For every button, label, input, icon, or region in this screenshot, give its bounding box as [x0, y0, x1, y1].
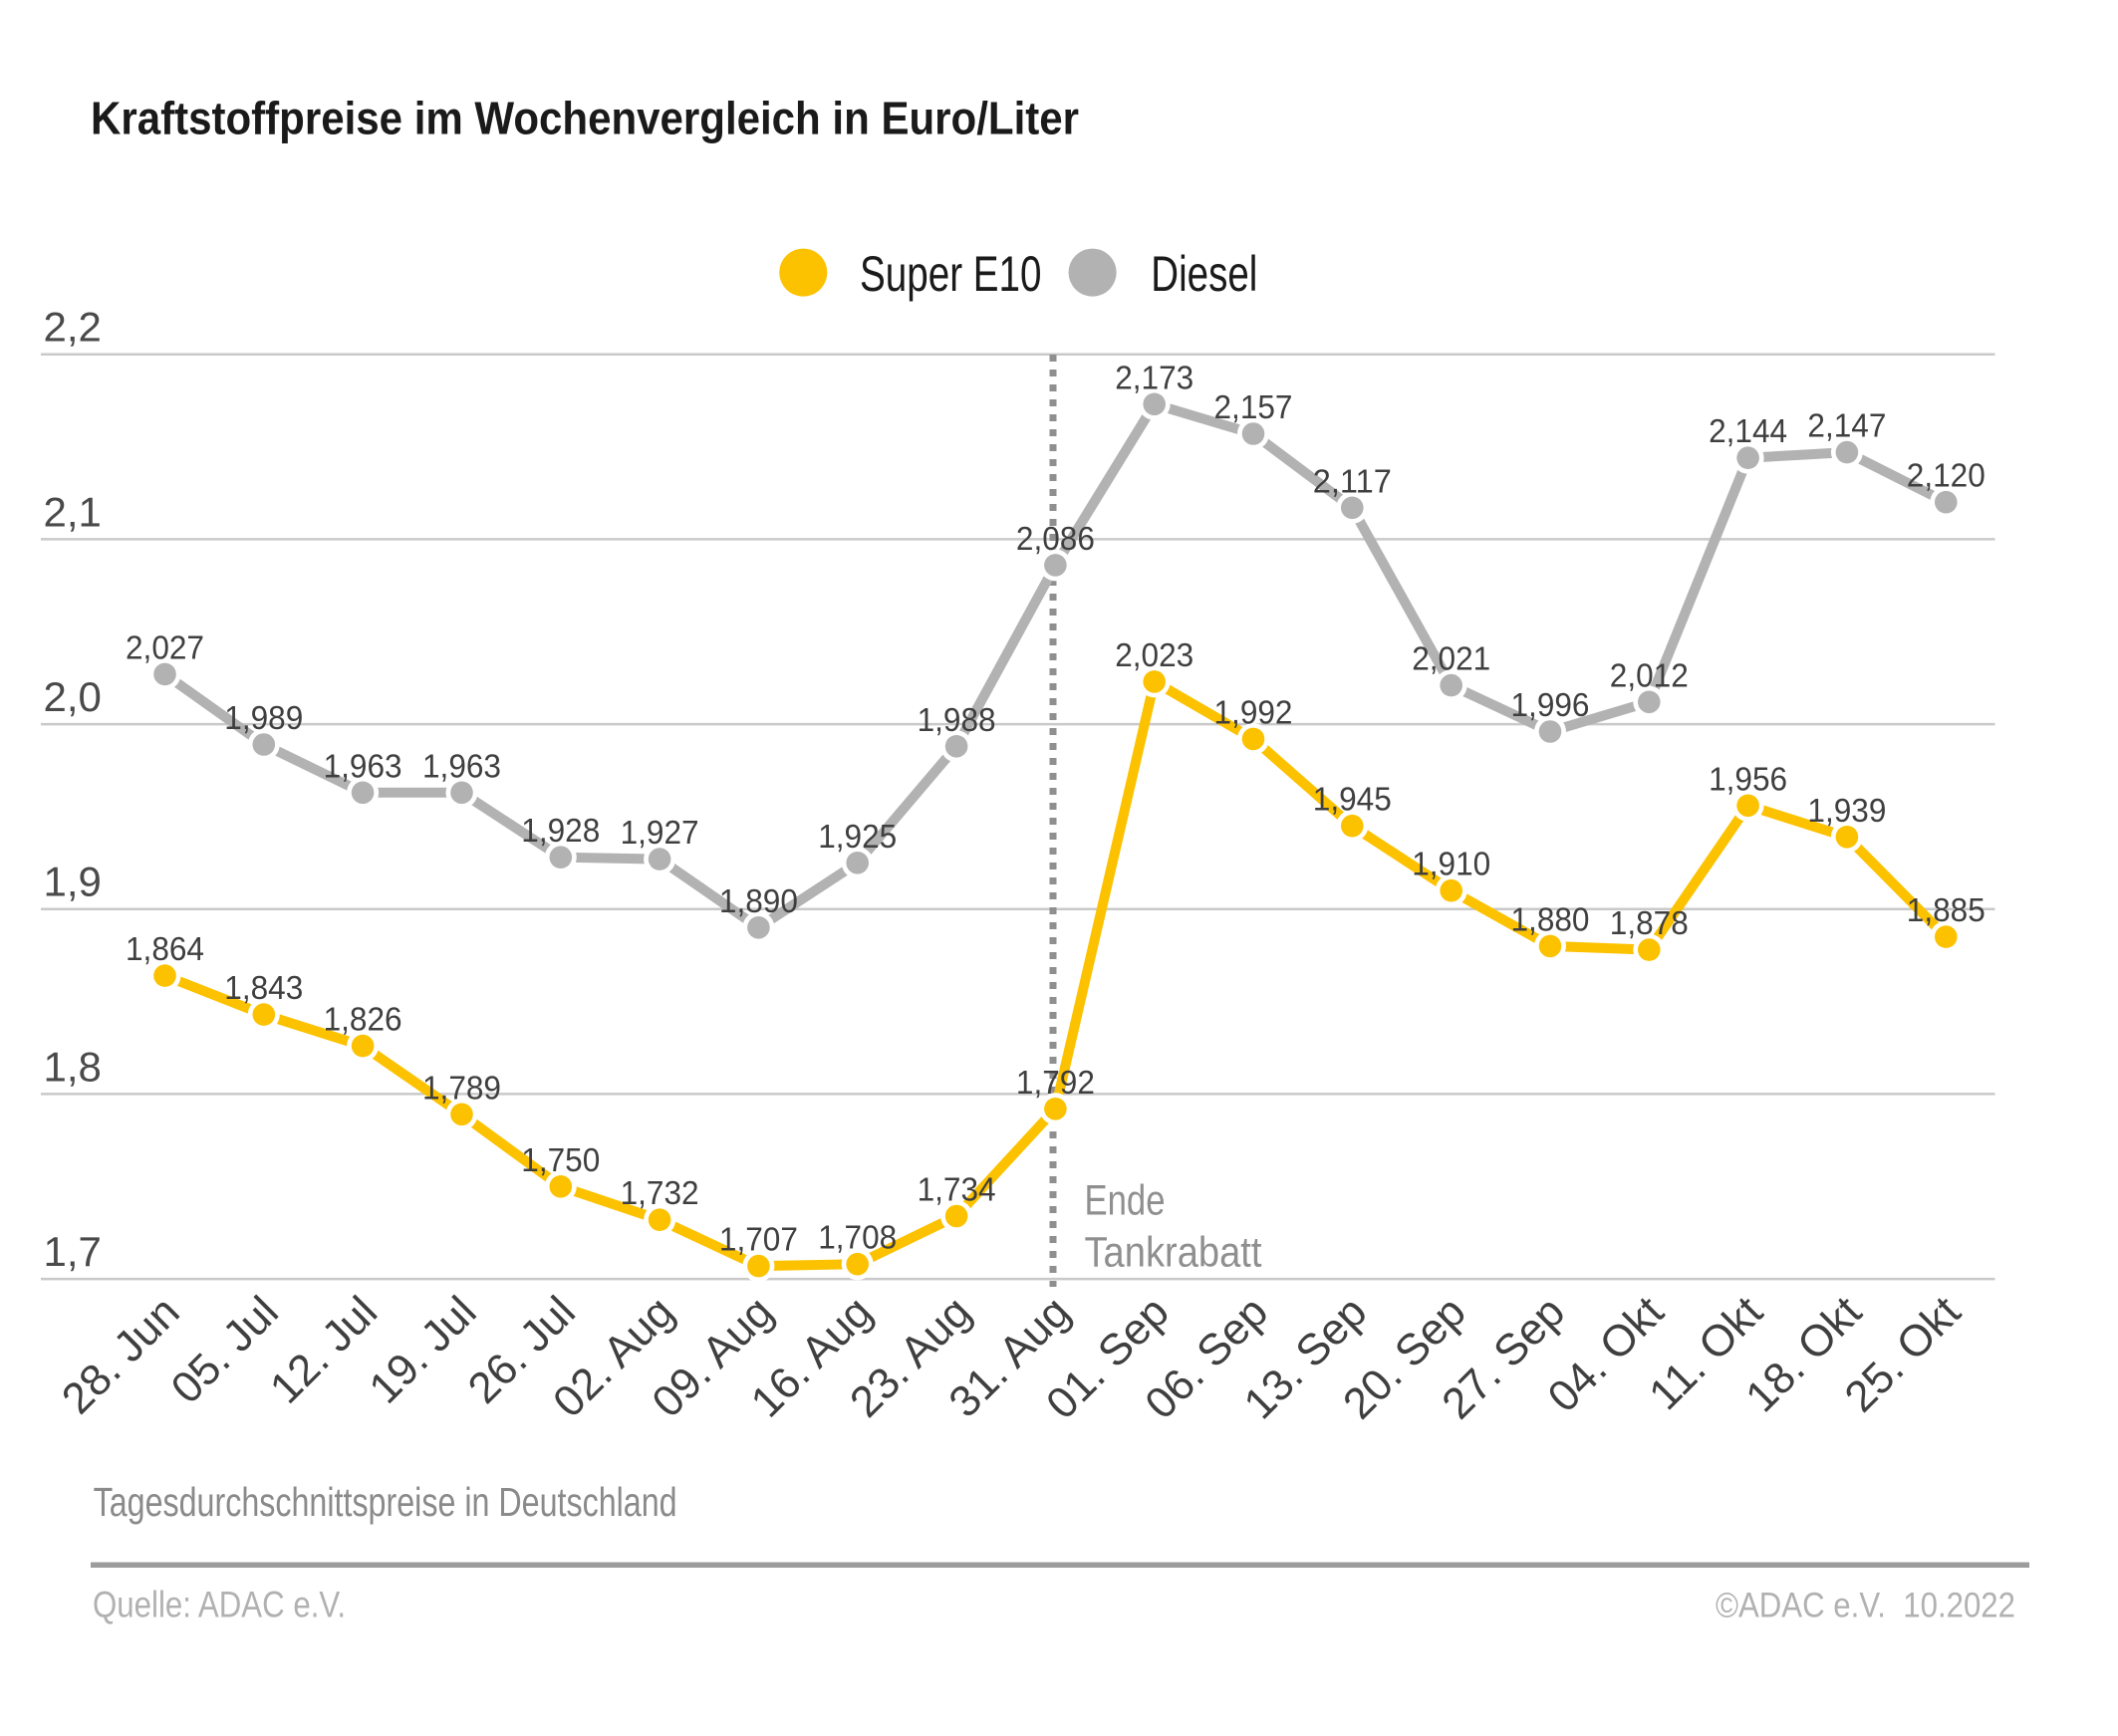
svg-text:1,9: 1,9: [44, 859, 102, 905]
svg-text:1,927: 1,927: [621, 815, 699, 852]
svg-text:1,996: 1,996: [1511, 687, 1590, 724]
svg-text:1,988: 1,988: [918, 702, 996, 739]
svg-text:1,792: 1,792: [1016, 1065, 1095, 1102]
svg-text:Super E10: Super E10: [860, 246, 1042, 302]
svg-text:1,890: 1,890: [719, 883, 798, 920]
svg-text:1,843: 1,843: [224, 970, 303, 1007]
svg-text:2,2: 2,2: [44, 304, 102, 351]
svg-text:1,708: 1,708: [818, 1220, 897, 1257]
svg-text:Quelle: ADAC e.V.: Quelle: ADAC e.V.: [93, 1585, 346, 1625]
svg-text:Kraftstoffpreise im Wochenverg: Kraftstoffpreise im Wochenvergleich in E…: [91, 93, 1079, 144]
svg-text:1,878: 1,878: [1610, 905, 1689, 942]
svg-text:2,021: 2,021: [1412, 641, 1490, 678]
svg-text:2,117: 2,117: [1313, 463, 1392, 500]
svg-text:2,012: 2,012: [1610, 657, 1689, 694]
svg-text:1,7: 1,7: [44, 1228, 102, 1275]
svg-text:1,8: 1,8: [44, 1043, 102, 1090]
svg-text:2,173: 2,173: [1115, 360, 1193, 396]
svg-text:2,120: 2,120: [1907, 458, 1986, 495]
svg-text:1,880: 1,880: [1511, 901, 1590, 938]
svg-text:2,027: 2,027: [126, 629, 204, 666]
svg-text:1,750: 1,750: [521, 1142, 600, 1179]
svg-text:2,086: 2,086: [1016, 521, 1095, 558]
svg-text:1,939: 1,939: [1807, 793, 1886, 830]
svg-text:1,885: 1,885: [1907, 892, 1986, 929]
svg-text:1,992: 1,992: [1214, 694, 1293, 731]
svg-text:1,732: 1,732: [621, 1175, 699, 1212]
svg-text:Tagesdurchschnittspreise in De: Tagesdurchschnittspreise in Deutschland: [94, 1479, 677, 1525]
svg-text:Diesel: Diesel: [1151, 246, 1257, 302]
svg-text:1,826: 1,826: [324, 1002, 402, 1039]
svg-text:1,789: 1,789: [422, 1070, 501, 1107]
svg-text:2,147: 2,147: [1807, 408, 1886, 445]
svg-text:1,928: 1,928: [521, 813, 600, 850]
svg-text:1,707: 1,707: [719, 1222, 798, 1259]
svg-text:2,0: 2,0: [44, 673, 102, 720]
svg-text:Ende: Ende: [1085, 1176, 1166, 1224]
svg-text:2,023: 2,023: [1115, 637, 1193, 674]
svg-text:2,1: 2,1: [44, 488, 102, 535]
svg-text:Tankrabatt: Tankrabatt: [1085, 1229, 1262, 1277]
svg-text:©ADAC e.V. 10.2022: ©ADAC e.V. 10.2022: [1716, 1587, 2015, 1625]
svg-text:1,963: 1,963: [324, 748, 402, 785]
svg-text:1,910: 1,910: [1412, 847, 1490, 883]
svg-text:2,144: 2,144: [1709, 413, 1787, 450]
svg-text:1,956: 1,956: [1709, 761, 1787, 798]
svg-text:1,945: 1,945: [1313, 782, 1392, 819]
svg-text:2,157: 2,157: [1214, 389, 1293, 426]
svg-text:1,963: 1,963: [422, 748, 501, 785]
svg-text:1,925: 1,925: [818, 819, 897, 856]
svg-text:1,734: 1,734: [918, 1172, 996, 1209]
svg-text:1,989: 1,989: [224, 700, 303, 737]
svg-text:1,864: 1,864: [126, 931, 204, 968]
